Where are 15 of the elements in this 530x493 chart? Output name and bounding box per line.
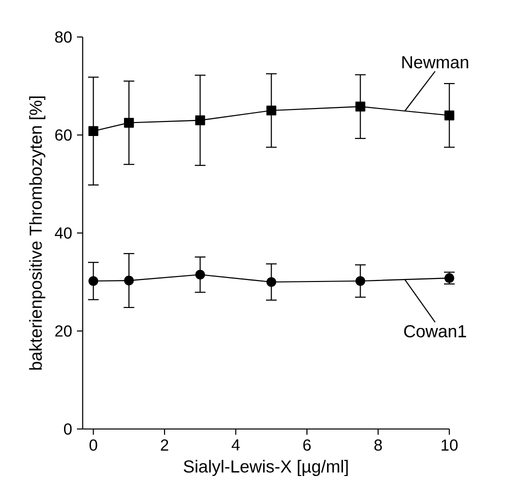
y-tick-label: 40 xyxy=(54,227,72,239)
text: Newman xyxy=(402,56,468,68)
y-axis-title: bakterienpositive Thrombozyten [%] xyxy=(29,96,46,370)
text: Cowan1 xyxy=(404,325,466,338)
y-tick-label: 20 xyxy=(55,325,72,337)
y-tick-label: 60 xyxy=(55,129,72,141)
x-tick-label: 10 xyxy=(442,439,458,451)
y-tick-label: 0 xyxy=(64,423,72,435)
x-tick-label: 0 xyxy=(90,439,98,451)
x-tick-label: 6 xyxy=(303,439,311,451)
x-tick-label: 2 xyxy=(160,439,168,451)
x-axis-title: Sialyl-Lewis-X [µg/ml] xyxy=(184,460,348,476)
y-tick-label: 80 xyxy=(55,31,72,43)
x-tick-label: 4 xyxy=(232,439,240,450)
x-tick-label: 8 xyxy=(374,439,382,451)
